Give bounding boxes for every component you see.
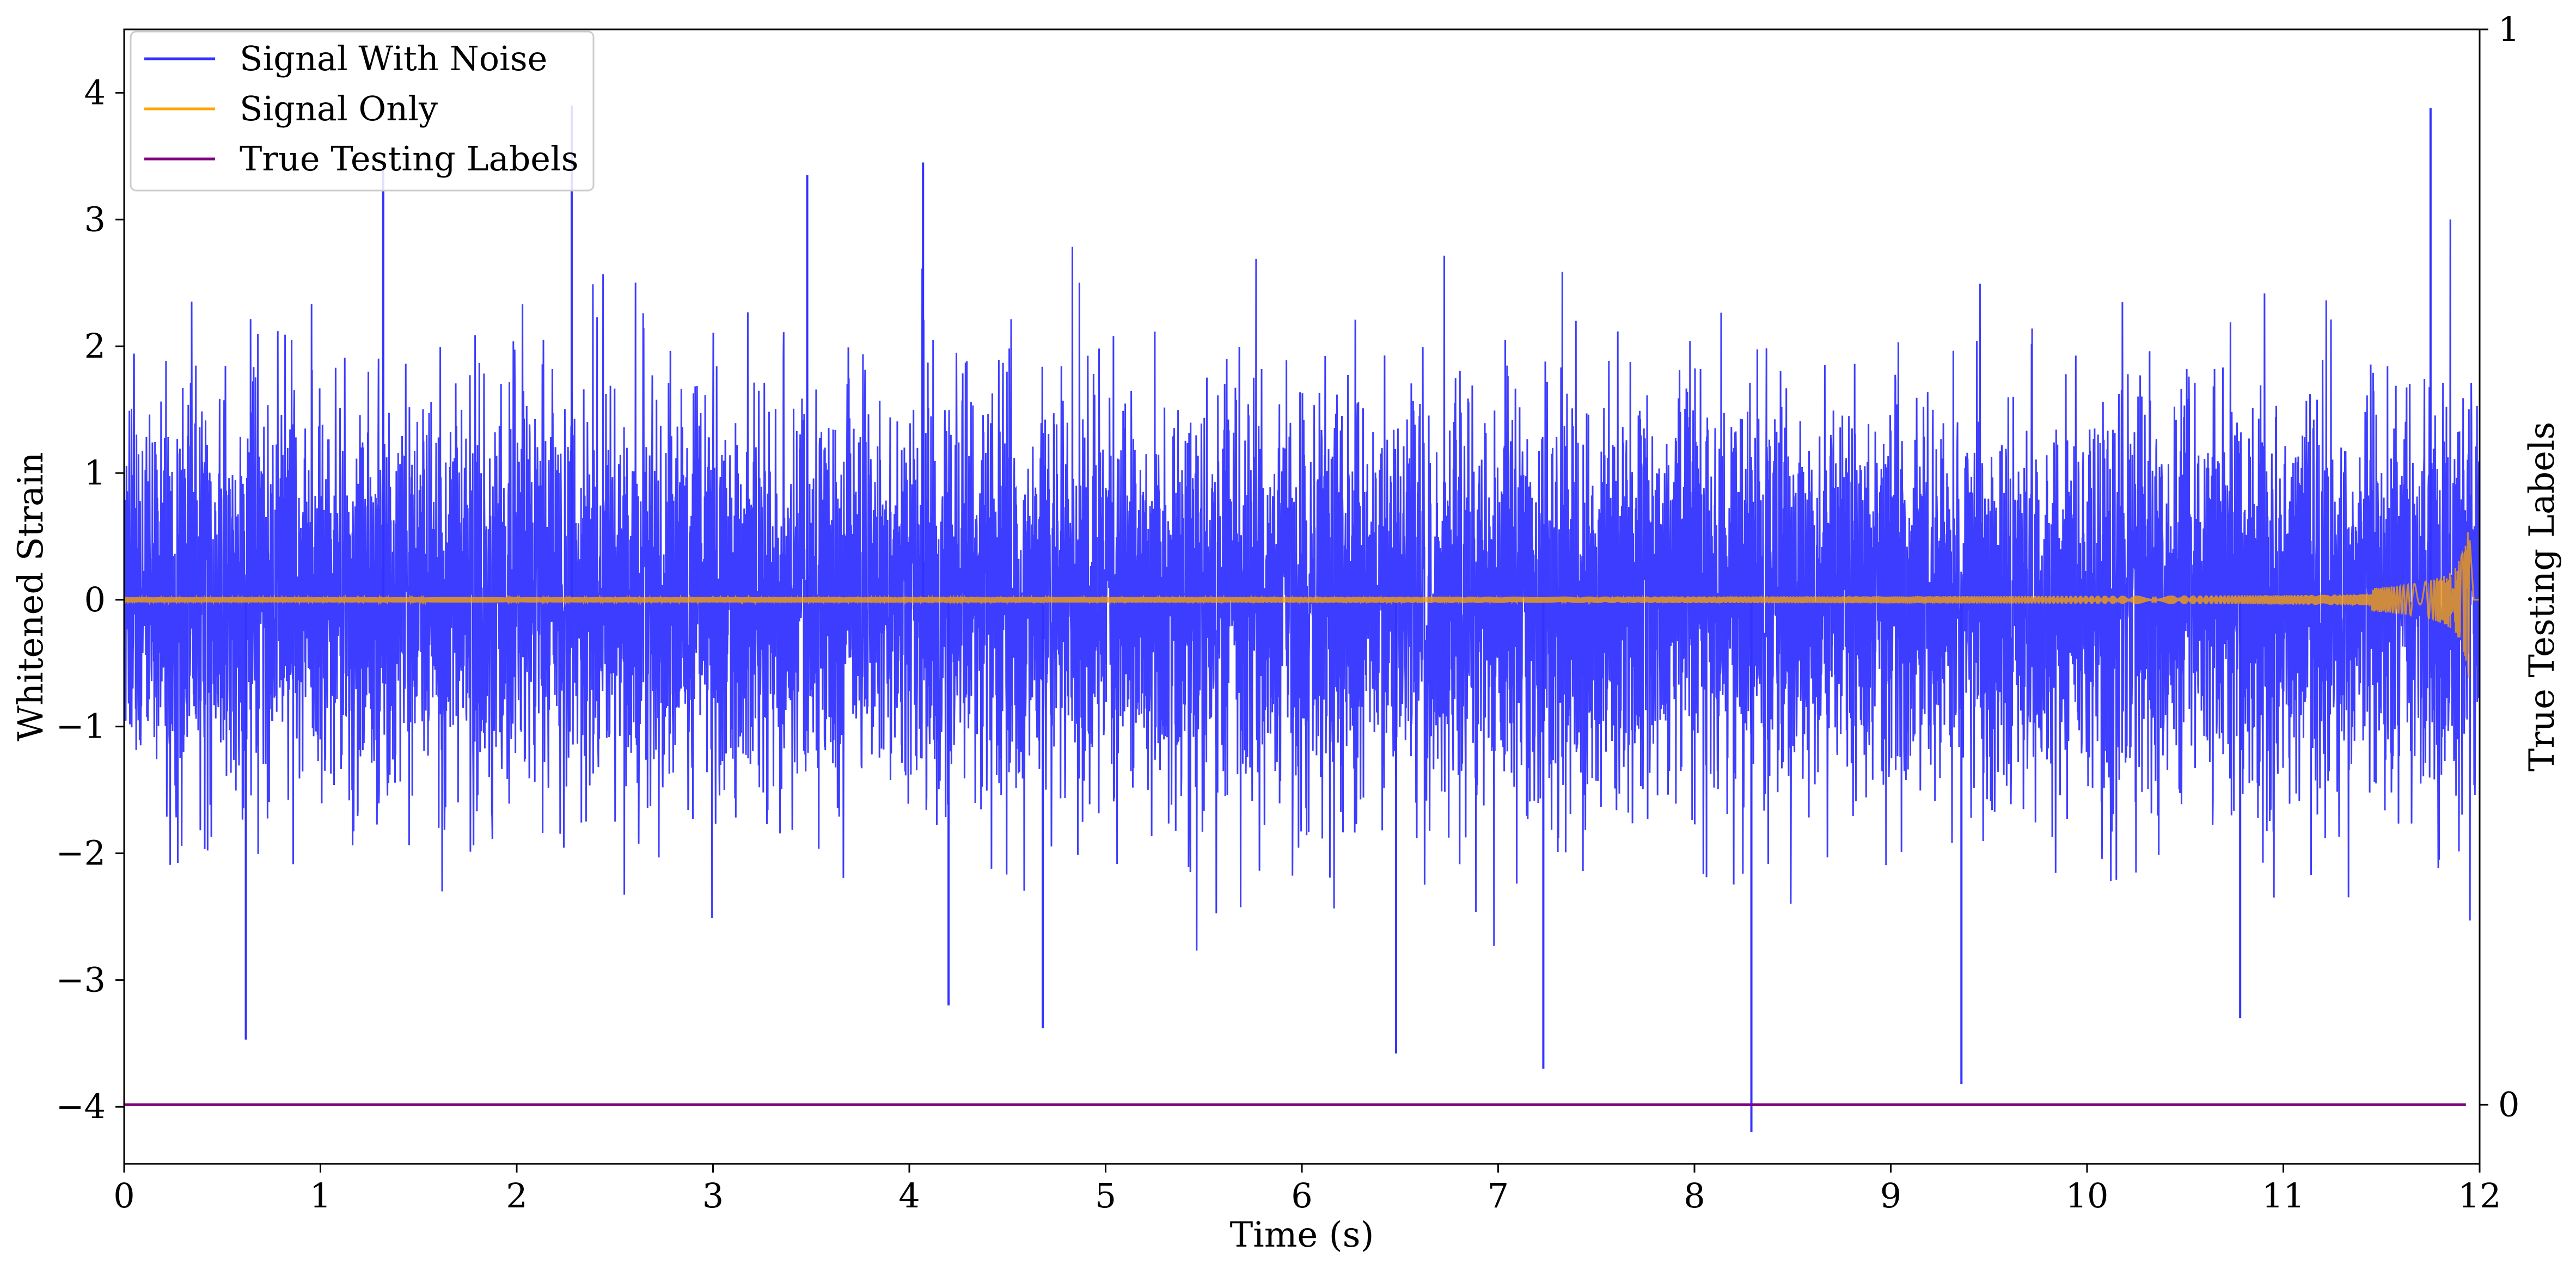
x-tick-label: 8 xyxy=(1684,1176,1705,1216)
series-signal-with-noise xyxy=(123,219,2481,951)
series-signal-only xyxy=(123,532,2480,678)
x-tick-label: 3 xyxy=(702,1176,724,1216)
x-tick-label: 4 xyxy=(898,1176,920,1216)
plot-area xyxy=(123,105,2481,1132)
x-tick-label: 11 xyxy=(2262,1176,2305,1216)
x-tick-label: 6 xyxy=(1291,1176,1312,1216)
y-tick-label: 4 xyxy=(84,72,106,112)
legend-label: Signal Only xyxy=(240,89,438,128)
y-tick-label: 0 xyxy=(84,580,106,619)
x-tick-label: 1 xyxy=(310,1176,331,1216)
y-axis-right: 01 xyxy=(2480,9,2519,1124)
x-axis: 0 1 2 3 4 5 6 7 8 9 10 11 12 xyxy=(113,1164,2501,1216)
y-tick-label: −3 xyxy=(56,960,106,999)
legend: Signal With Noise Signal Only True Testing… xyxy=(130,30,595,192)
legend-label: Signal With Noise xyxy=(240,39,547,78)
x-tick-label: 7 xyxy=(1488,1176,1509,1216)
y-tick-label: −1 xyxy=(56,707,106,746)
y-axis-left: −4 −3 −2 −1 0 1 2 3 4 xyxy=(56,72,124,1126)
y2-tick-label: 1 xyxy=(2498,9,2519,49)
x-tick-label: 9 xyxy=(1880,1176,1901,1216)
y-tick-label: −2 xyxy=(56,833,106,873)
y-axis-label: Whitened Strain xyxy=(11,452,51,741)
y-tick-label: 1 xyxy=(84,453,106,493)
x-tick-label: 5 xyxy=(1095,1176,1116,1216)
y-tick-label: −4 xyxy=(56,1087,106,1126)
y2-tick-label: 0 xyxy=(2498,1084,2519,1124)
x-tick-label: 2 xyxy=(506,1176,527,1216)
x-tick-label: 0 xyxy=(113,1176,134,1216)
y2-axis-label: True Testing Labels xyxy=(2522,422,2562,772)
legend-box xyxy=(130,30,595,192)
y-tick-label: 2 xyxy=(84,326,106,366)
legend-label: True Testing Labels xyxy=(240,139,579,179)
y-tick-label: 3 xyxy=(84,199,106,239)
x-tick-label: 12 xyxy=(2458,1176,2501,1216)
x-tick-label: 10 xyxy=(2066,1176,2109,1216)
x-axis-label: Time (s) xyxy=(1230,1215,1374,1255)
